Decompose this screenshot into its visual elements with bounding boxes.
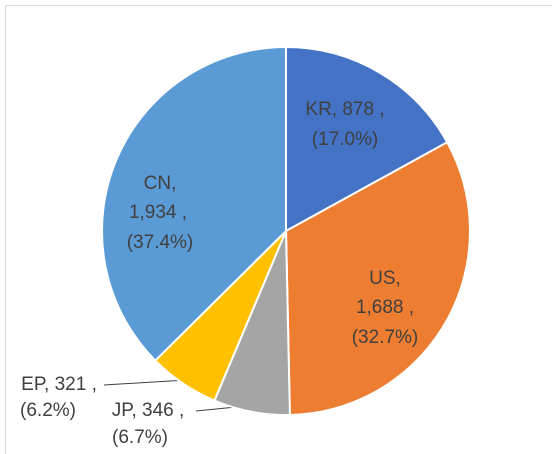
data-label: (17.0%) (312, 129, 379, 150)
data-label: JP, 346 , (112, 400, 185, 421)
data-label: EP, 321 , (21, 374, 97, 395)
data-label: US, (369, 268, 401, 289)
data-label: (6.2%) (20, 400, 76, 421)
leader-line (103, 379, 188, 386)
data-label: CN, (144, 173, 177, 194)
pie-slice (285, 45, 449, 233)
data-label: (32.7%) (352, 327, 419, 348)
pie-slice (101, 45, 287, 362)
data-label: (6.7%) (112, 427, 168, 448)
data-label: 1,688 , (356, 297, 414, 318)
data-label: KR, 878 , (305, 99, 384, 120)
data-label: 1,934 , (129, 202, 187, 223)
pie-slice (284, 140, 471, 416)
data-label: (37.4%) (127, 232, 194, 253)
